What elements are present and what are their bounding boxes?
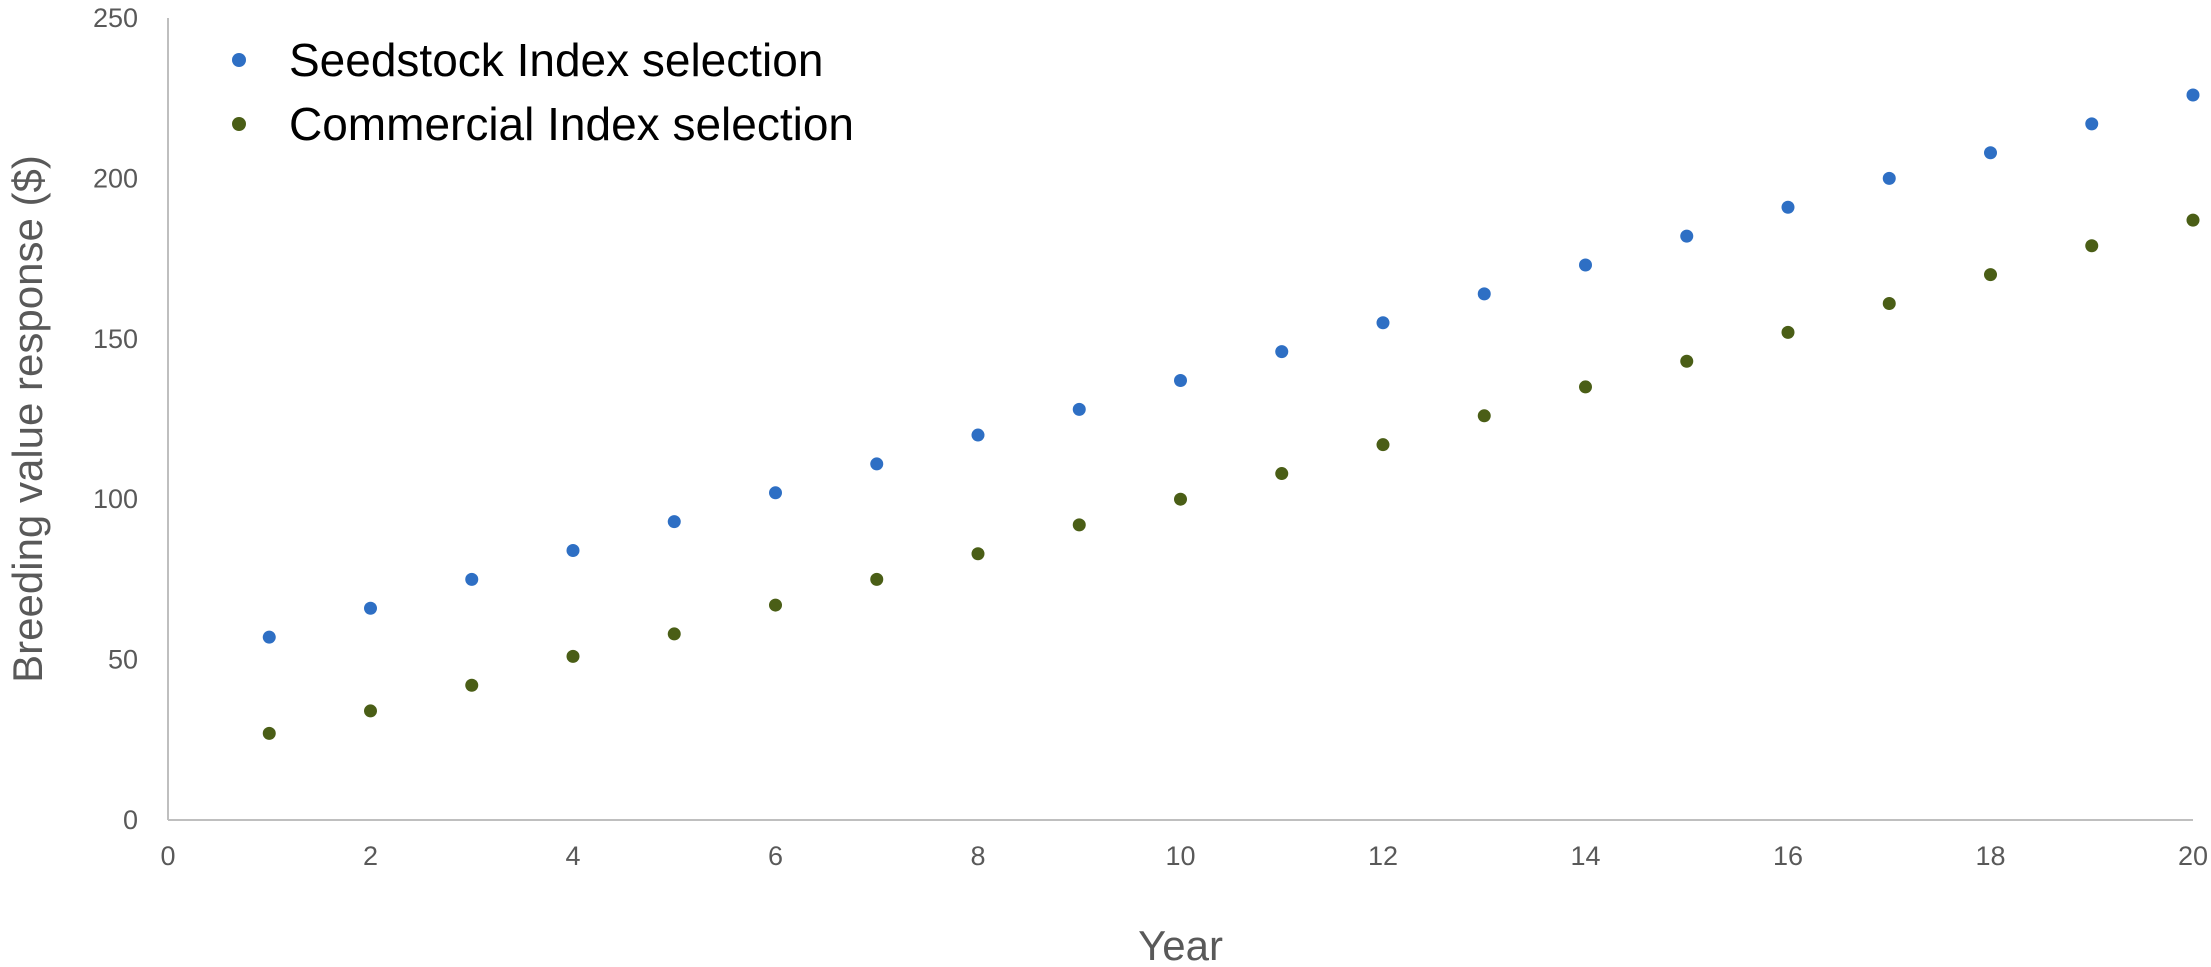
x-axis-title: Year: [1138, 922, 1223, 967]
commercial-point: [2186, 213, 2200, 227]
seedstock-point: [1579, 258, 1592, 272]
seedstock-point: [2186, 88, 2200, 102]
y-tick-label: 150: [93, 324, 138, 354]
seedstock-point: [769, 486, 782, 500]
commercial-point: [1882, 297, 1896, 311]
legend-item-commercial: Commercial Index selection: [232, 98, 854, 150]
seedstock-point: [465, 572, 479, 586]
axes: [167, 18, 2193, 821]
seedstock-point: [870, 457, 884, 471]
commercial-point: [1579, 380, 1592, 394]
y-tick-label: 100: [93, 484, 138, 514]
x-tick-label: 16: [1773, 841, 1803, 871]
y-tick-labels: 0 50 100 150 200 250: [93, 3, 138, 835]
seedstock-point: [1781, 200, 1795, 214]
commercial-point: [971, 547, 985, 561]
seedstock-point: [1376, 316, 1390, 330]
x-tick-label: 2: [363, 841, 378, 871]
x-tick-label: 20: [2178, 841, 2208, 871]
y-tick-label: 200: [93, 163, 138, 193]
commercial-point: [870, 572, 884, 586]
commercial-point: [465, 678, 479, 692]
x-tick-label: 8: [970, 841, 985, 871]
x-tick-label: 12: [1368, 841, 1398, 871]
commercial-point: [1984, 268, 1997, 282]
x-tick-label: 10: [1165, 841, 1195, 871]
commercial-point: [1680, 354, 1694, 368]
y-tick-label: 0: [123, 805, 138, 835]
seedstock-point: [262, 630, 276, 644]
commercial-point: [1376, 438, 1390, 452]
commercial-point: [1477, 409, 1491, 423]
legend-item-seedstock: Seedstock Index selection: [232, 34, 823, 86]
seedstock-point: [1174, 374, 1187, 388]
x-tick-label: 0: [160, 841, 175, 871]
seedstock-point: [667, 515, 681, 529]
legend-marker-seedstock: [232, 53, 246, 67]
legend-label-commercial: Commercial Index selection: [289, 98, 854, 150]
x-tick-labels: 0 2 4 6 8 10 12 14 16 18 20: [160, 841, 2208, 871]
commercial-point: [1174, 492, 1187, 506]
y-tick-label: 250: [93, 3, 138, 33]
commercial-point: [667, 627, 681, 641]
commercial-point: [2085, 239, 2099, 253]
commercial-point: [1781, 325, 1795, 339]
x-tick-label: 18: [1975, 841, 2005, 871]
seedstock-point: [566, 544, 580, 558]
seedstock-point: [1275, 345, 1289, 359]
x-tick-label: 4: [565, 841, 580, 871]
y-axis-title: Breeding value response ($): [4, 155, 51, 683]
seedstock-point: [364, 601, 377, 615]
commercial-point: [262, 726, 276, 740]
seedstock-point: [1882, 171, 1896, 185]
seedstock-point: [971, 428, 985, 442]
commercial-point: [769, 598, 782, 612]
legend-label-seedstock: Seedstock Index selection: [289, 34, 823, 86]
seedstock-point: [1984, 146, 1997, 160]
x-tick-label: 14: [1570, 841, 1600, 871]
commercial-point: [1275, 467, 1289, 481]
seedstock-point: [1072, 402, 1086, 416]
legend: Seedstock Index selection Commercial Ind…: [232, 34, 854, 150]
legend-marker-commercial: [232, 117, 246, 131]
commercial-point: [566, 649, 580, 663]
commercial-point: [1072, 518, 1086, 532]
y-tick-label: 50: [108, 645, 138, 675]
data-points: [262, 88, 2200, 740]
seedstock-point: [2085, 117, 2099, 131]
x-tick-label: 6: [768, 841, 783, 871]
seedstock-point: [1477, 287, 1491, 301]
commercial-point: [364, 704, 377, 718]
seedstock-point: [1680, 229, 1694, 243]
